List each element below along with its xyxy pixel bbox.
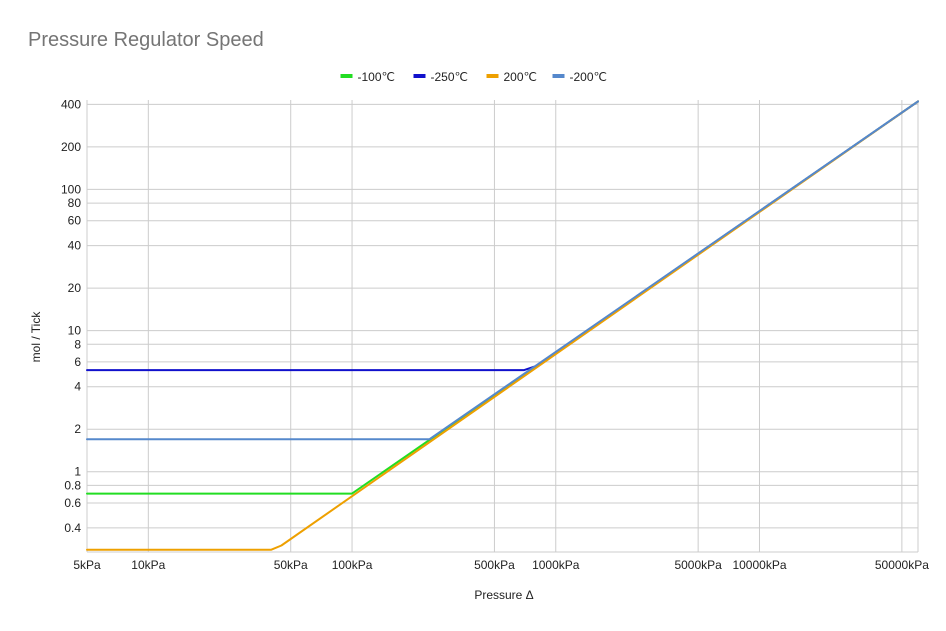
legend-swatch (552, 74, 565, 78)
legend-label: -250℃ (431, 70, 469, 84)
legend-label: 200℃ (504, 70, 538, 84)
x-tick-label: 5kPa (73, 558, 101, 572)
legend: -100℃ -250℃ 200℃ -200℃ (340, 70, 608, 84)
y-tick-label: 2 (74, 422, 81, 436)
y-tick-label: 200 (61, 140, 81, 154)
y-axis-title: mol / Tick (29, 311, 43, 363)
series-line (86, 100, 919, 495)
x-tick-label: 1000kPa (532, 558, 580, 572)
legend-item: -250℃ (413, 70, 469, 84)
series-line (86, 100, 919, 551)
x-tick-label: 500kPa (474, 558, 515, 572)
legend-item: -200℃ (552, 70, 608, 84)
x-tick-label: 10000kPa (732, 558, 786, 572)
y-tick-label: 4 (74, 380, 81, 394)
y-gridlines (87, 103, 918, 553)
y-tick-label: 20 (68, 281, 82, 295)
y-tick-label: 0.4 (64, 521, 81, 535)
series-line (86, 100, 919, 441)
legend-item: 200℃ (486, 70, 538, 84)
legend-swatch (486, 74, 499, 78)
x-tick-label: 100kPa (332, 558, 373, 572)
y-tick-label: 60 (68, 214, 82, 228)
x-tick-label: 50000kPa (875, 558, 929, 572)
series-line (86, 100, 919, 372)
y-tick-label: 1 (74, 465, 81, 479)
y-tick-label: 8 (74, 337, 81, 351)
y-tick-label: 0.6 (64, 496, 81, 510)
x-axis-title: Pressure Δ (474, 588, 533, 602)
y-tick-label: 0.8 (64, 478, 81, 492)
x-tick-label: 10kPa (131, 558, 165, 572)
x-tick-labels: 5kPa 10kPa 50kPa 100kPa 500kPa 1000kPa 5000kPa… (73, 558, 929, 572)
legend-swatch (340, 74, 353, 78)
x-tick-label: 5000kPa (674, 558, 722, 572)
legend-label: -200℃ (570, 70, 608, 84)
legend-item: -100℃ (340, 70, 396, 84)
y-tick-label: 80 (68, 196, 82, 210)
chart-title: Pressure Regulator Speed (28, 29, 264, 51)
x-tick-label: 50kPa (274, 558, 308, 572)
legend-label: -100℃ (358, 70, 396, 84)
legend-swatch (413, 74, 426, 78)
y-tick-label: 40 (68, 239, 82, 253)
y-tick-label: 6 (74, 355, 81, 369)
y-tick-label: 10 (68, 324, 82, 338)
x-gridlines (86, 100, 919, 552)
y-tick-label: 400 (61, 97, 81, 111)
series-lines (86, 100, 919, 551)
y-tick-label: 100 (61, 182, 81, 196)
